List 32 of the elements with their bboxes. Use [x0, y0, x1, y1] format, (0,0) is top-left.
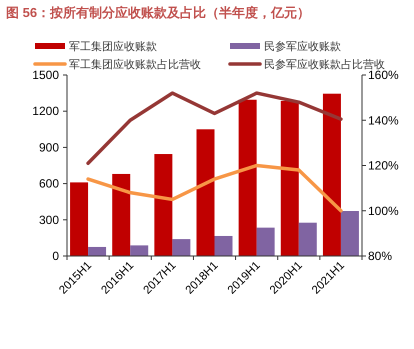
- bar: [214, 236, 232, 256]
- y-tick-label: 0: [52, 249, 60, 263]
- line-series: [86, 91, 343, 165]
- y2-tick-label: 120%: [368, 158, 400, 172]
- bar: [256, 228, 275, 256]
- bar: [340, 210, 359, 256]
- bar: [88, 246, 106, 256]
- legend-label: 民参军应收账款: [264, 40, 341, 53]
- y2-tick-label: 160%: [368, 68, 400, 82]
- bar: [238, 100, 257, 256]
- bar: [298, 222, 317, 256]
- y2-tick-label: 80%: [368, 249, 392, 263]
- line-series: [86, 164, 343, 212]
- bar: [196, 129, 214, 256]
- bar: [112, 174, 130, 256]
- y2-tick-label: 140%: [368, 113, 400, 128]
- legend-label: 军工集团应收账款: [69, 40, 157, 53]
- y2-tick-label: 100%: [368, 204, 400, 218]
- bar: [130, 245, 148, 256]
- y-tick-label: 300: [38, 212, 60, 227]
- bar: [280, 100, 299, 256]
- y-tick-label: 1500: [32, 68, 60, 82]
- bar: [172, 239, 190, 256]
- y-tick-label: 900: [38, 140, 60, 154]
- bar: [70, 182, 88, 256]
- y-tick-label: 1200: [32, 104, 60, 118]
- bar: [322, 94, 341, 256]
- legend-label: 军工集团应收账款占比营收: [69, 58, 201, 71]
- y-tick-label: 600: [38, 176, 60, 191]
- legend-label: 民参军应收账款占比营收: [264, 58, 385, 71]
- chart-title: 图 56：按所有制分应收账款及占比（半年度，亿元）: [6, 5, 310, 20]
- bar: [154, 154, 172, 256]
